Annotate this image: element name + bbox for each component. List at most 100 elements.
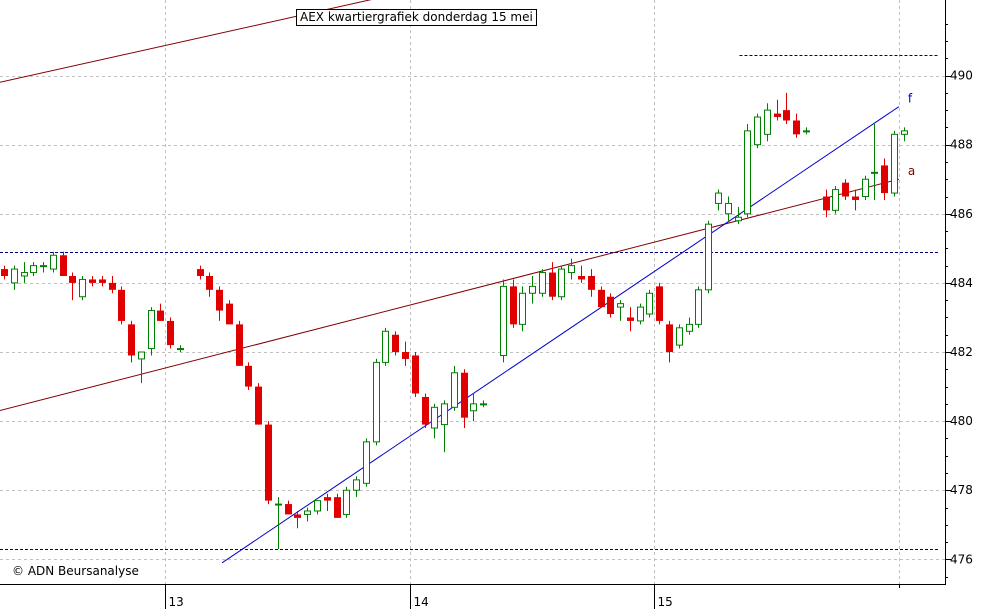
- upper-channel-line: [0, 0, 372, 83]
- candle-up: [637, 303, 644, 325]
- trendline-a: [0, 178, 899, 412]
- candle-up: [480, 400, 487, 408]
- candle-body: [128, 324, 135, 356]
- candle-body: [314, 500, 321, 512]
- candle-up: [138, 351, 145, 384]
- candle-body: [30, 265, 37, 274]
- trendline-label-f: f: [908, 92, 913, 106]
- candle-up: [21, 262, 28, 283]
- copyright-text: © ADN Beursanalyse: [12, 564, 139, 578]
- candle-body: [99, 279, 106, 283]
- candle-body: [285, 504, 292, 515]
- candle-up: [441, 400, 448, 453]
- candle-body: [69, 275, 76, 283]
- candle-down: [236, 320, 243, 366]
- candle-up: [744, 123, 751, 218]
- candle-up: [705, 220, 712, 294]
- y-tick-label: 476: [950, 552, 973, 566]
- candle-up: [725, 196, 732, 221]
- candle-down: [412, 352, 419, 397]
- candle-body: [275, 503, 282, 506]
- candle-body: [40, 265, 47, 268]
- y-tick-label: 484: [950, 276, 973, 290]
- candle-up: [539, 269, 546, 297]
- candle-body: [539, 272, 546, 294]
- candle-down: [226, 300, 233, 325]
- y-tick-label: 482: [950, 345, 973, 359]
- candle-up: [304, 507, 311, 522]
- candle-body: [1, 269, 8, 276]
- candle-body: [676, 327, 683, 346]
- candle-body: [265, 424, 272, 501]
- candle-body: [363, 441, 370, 484]
- candle-body: [862, 178, 869, 198]
- candle-body: [656, 286, 663, 321]
- candle-down: [60, 251, 67, 276]
- candle-down: [549, 262, 556, 301]
- candle-up: [715, 189, 722, 211]
- candle-body: [324, 497, 331, 501]
- candle-up: [832, 186, 839, 214]
- candle-up: [177, 345, 184, 353]
- candle-up: [646, 289, 653, 318]
- candle-body: [754, 116, 761, 146]
- candle-body: [529, 285, 536, 294]
- candle-body: [373, 361, 380, 443]
- candle-body: [109, 282, 116, 290]
- candle-body: [832, 189, 839, 211]
- candle-body: [226, 303, 233, 325]
- candle-up: [431, 403, 438, 439]
- candle-up: [676, 324, 683, 349]
- candle-up: [500, 279, 507, 363]
- candle-body: [50, 254, 57, 270]
- candle-up: [558, 265, 565, 301]
- candle-up: [519, 286, 526, 332]
- candle-body: [21, 272, 28, 277]
- candle-up: [353, 476, 360, 498]
- candle-up: [50, 251, 57, 273]
- candle-down: [324, 493, 331, 511]
- candle-body: [842, 182, 849, 197]
- candle-down: [422, 393, 429, 429]
- x-day-label: 13: [169, 595, 184, 609]
- candle-body: [774, 113, 781, 118]
- chart-title: AEX kwartiergrafiek donderdag 15 mei: [296, 9, 537, 26]
- candle-body: [637, 306, 644, 322]
- candle-up: [314, 500, 321, 515]
- trendline-f: [221, 106, 900, 564]
- candle-body: [197, 269, 204, 276]
- x-day-label: 14: [414, 595, 429, 609]
- candle-body: [177, 348, 184, 351]
- candle-body: [500, 285, 507, 356]
- candle-body: [578, 275, 585, 280]
- candle-up: [40, 262, 47, 273]
- candle-body: [118, 289, 125, 321]
- candle-down: [881, 158, 888, 200]
- candle-up: [568, 258, 575, 280]
- candle-down: [109, 275, 116, 294]
- candle-down: [793, 113, 800, 138]
- candle-body: [783, 110, 790, 121]
- candle-body: [79, 278, 86, 298]
- candle-body: [764, 109, 771, 135]
- candle-body: [793, 120, 800, 135]
- candle-body: [519, 292, 526, 325]
- candle-down: [157, 303, 164, 321]
- candle-body: [695, 289, 702, 325]
- candle-up: [803, 127, 810, 135]
- candle-body: [402, 352, 409, 359]
- candle-body: [422, 396, 429, 425]
- candle-down: [598, 286, 605, 308]
- candle-body: [412, 355, 419, 394]
- candle-down: [245, 362, 252, 391]
- candle-up: [871, 123, 878, 200]
- candle-down: [128, 320, 135, 363]
- candle-body: [558, 268, 565, 298]
- candle-up: [862, 175, 869, 200]
- candle-down: [99, 275, 106, 287]
- candle-body: [823, 196, 830, 211]
- candle-up: [373, 358, 380, 446]
- candles: [1, 92, 908, 549]
- candle-body: [304, 510, 311, 515]
- candle-body: [686, 323, 693, 332]
